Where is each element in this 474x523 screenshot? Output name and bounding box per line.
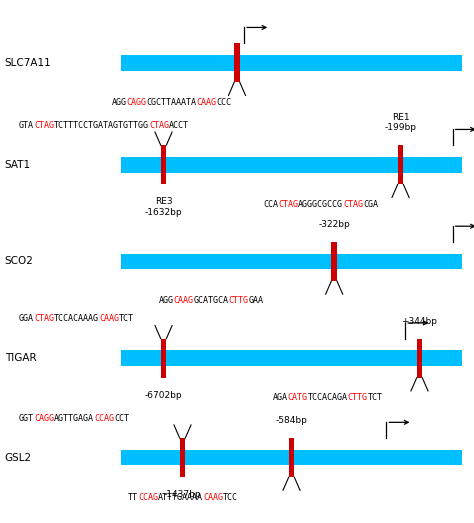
Bar	[417, 339, 422, 378]
Text: SAT1: SAT1	[5, 160, 31, 170]
Bar	[161, 339, 166, 378]
Text: GCATGCA: GCATGCA	[194, 297, 229, 305]
Text: RE3
-1632bp: RE3 -1632bp	[145, 197, 182, 217]
Text: ATTTGAAAA: ATTTGAAAA	[158, 493, 203, 502]
Bar	[121, 254, 462, 269]
Text: TCC: TCC	[223, 493, 238, 502]
Text: CTAG: CTAG	[34, 314, 54, 323]
Text: CTTG: CTTG	[229, 297, 249, 305]
Text: CAGG: CAGG	[127, 98, 146, 107]
Text: GGA: GGA	[19, 314, 34, 323]
Text: GAA: GAA	[249, 297, 264, 305]
Text: GTA: GTA	[19, 121, 34, 130]
Text: CTTG: CTTG	[347, 393, 367, 402]
Bar	[121, 55, 462, 71]
Text: +344bp: +344bp	[401, 316, 438, 325]
Text: AGA: AGA	[273, 393, 288, 402]
Bar	[180, 438, 185, 477]
Text: SLC7A11: SLC7A11	[5, 58, 52, 68]
Text: CTAG: CTAG	[149, 121, 169, 130]
Bar	[398, 145, 403, 184]
Text: CCC: CCC	[217, 98, 231, 107]
Text: CATG: CATG	[288, 393, 308, 402]
Text: CCA: CCA	[263, 200, 278, 209]
Text: CCAG: CCAG	[94, 414, 114, 423]
Text: -322bp: -322bp	[319, 220, 350, 229]
Text: AGTTGAGA: AGTTGAGA	[54, 414, 94, 423]
Text: CGCTTAAATA: CGCTTAAATA	[146, 98, 196, 107]
Text: CAAG: CAAG	[99, 314, 119, 323]
Text: TCT: TCT	[367, 393, 383, 402]
Text: CAAG: CAAG	[174, 297, 194, 305]
Text: AGGGCGCCG: AGGGCGCCG	[298, 200, 343, 209]
Text: CGA: CGA	[363, 200, 378, 209]
Text: TT: TT	[128, 493, 138, 502]
Text: TCCACAGA: TCCACAGA	[308, 393, 347, 402]
Bar	[234, 43, 240, 83]
Bar	[161, 145, 166, 184]
Bar	[121, 450, 462, 465]
Text: CCT: CCT	[114, 414, 129, 423]
Bar	[289, 438, 294, 477]
Text: CCAG: CCAG	[138, 493, 158, 502]
Text: GSL2: GSL2	[5, 452, 32, 463]
Text: AGG: AGG	[111, 98, 127, 107]
Text: TIGAR: TIGAR	[5, 353, 36, 363]
Text: SCO2: SCO2	[5, 256, 34, 267]
Text: -1437bp: -1437bp	[164, 491, 201, 499]
Text: GGT: GGT	[19, 414, 34, 423]
Text: CTAG: CTAG	[278, 200, 298, 209]
Text: CTAG: CTAG	[34, 121, 54, 130]
Text: TCT: TCT	[119, 314, 134, 323]
Bar	[121, 350, 462, 366]
Text: CTAG: CTAG	[343, 200, 363, 209]
Text: ACCT: ACCT	[169, 121, 189, 130]
Bar	[121, 157, 462, 173]
Text: -584bp: -584bp	[275, 416, 308, 425]
Bar	[331, 242, 337, 281]
Text: CAAG: CAAG	[203, 493, 223, 502]
Text: -6702bp: -6702bp	[145, 391, 182, 400]
Text: AGG: AGG	[159, 297, 174, 305]
Text: CAAG: CAAG	[196, 98, 217, 107]
Text: CAGG: CAGG	[34, 414, 54, 423]
Text: TCTTTCCTGATAGTGTTGG: TCTTTCCTGATAGTGTTGG	[54, 121, 149, 130]
Text: TCCACAAAG: TCCACAAAG	[54, 314, 99, 323]
Text: RE1
-199bp: RE1 -199bp	[384, 112, 417, 132]
